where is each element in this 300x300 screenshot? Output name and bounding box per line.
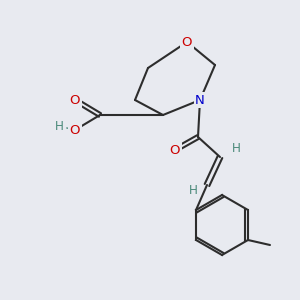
Text: O: O	[182, 35, 192, 49]
Text: H: H	[55, 121, 63, 134]
Text: N: N	[195, 94, 205, 106]
Text: O: O	[70, 94, 80, 106]
Text: H: H	[232, 142, 240, 155]
Text: O: O	[70, 124, 80, 136]
Text: H: H	[189, 184, 197, 197]
Text: O: O	[170, 143, 180, 157]
